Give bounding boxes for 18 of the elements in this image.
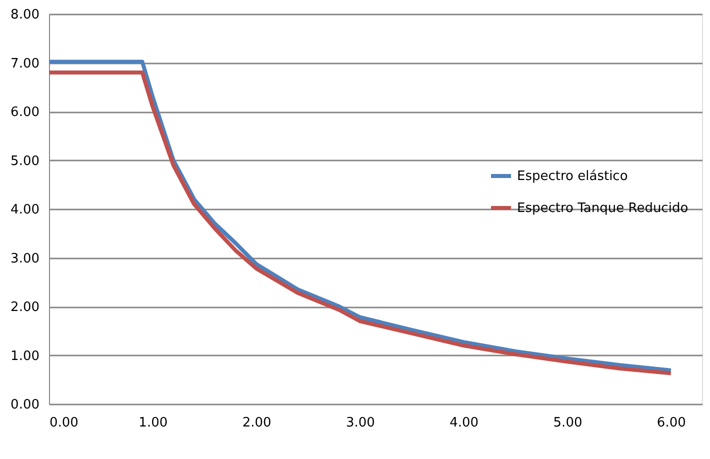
x-tick-label: 5.00 [553, 416, 582, 430]
x-tick-label: 3.00 [346, 416, 375, 430]
y-tick-label: 0.00 [10, 398, 40, 412]
x-tick-label: 0.00 [50, 416, 78, 430]
y-tick-label: 1.00 [10, 348, 40, 364]
legend-label: Espectro Tanque Reducido [517, 201, 688, 216]
y-tick-label: 5.00 [10, 154, 40, 169]
y-tick-label: 8.00 [10, 8, 40, 22]
x-tick-label: 1.00 [138, 416, 168, 430]
y-tick-label: 4.00 [10, 202, 40, 218]
legend-label: Espectro elástico [517, 169, 628, 184]
y-tick-label: 3.00 [10, 251, 40, 266]
y-tick-label: 2.00 [10, 300, 40, 315]
y-tick-label: 6.00 [10, 105, 40, 120]
x-tick-label: 4.00 [450, 416, 479, 430]
x-tick-label: 6.00 [656, 416, 686, 430]
y-tick-label: 7.00 [10, 56, 40, 72]
x-tick-label: 2.00 [242, 416, 272, 430]
